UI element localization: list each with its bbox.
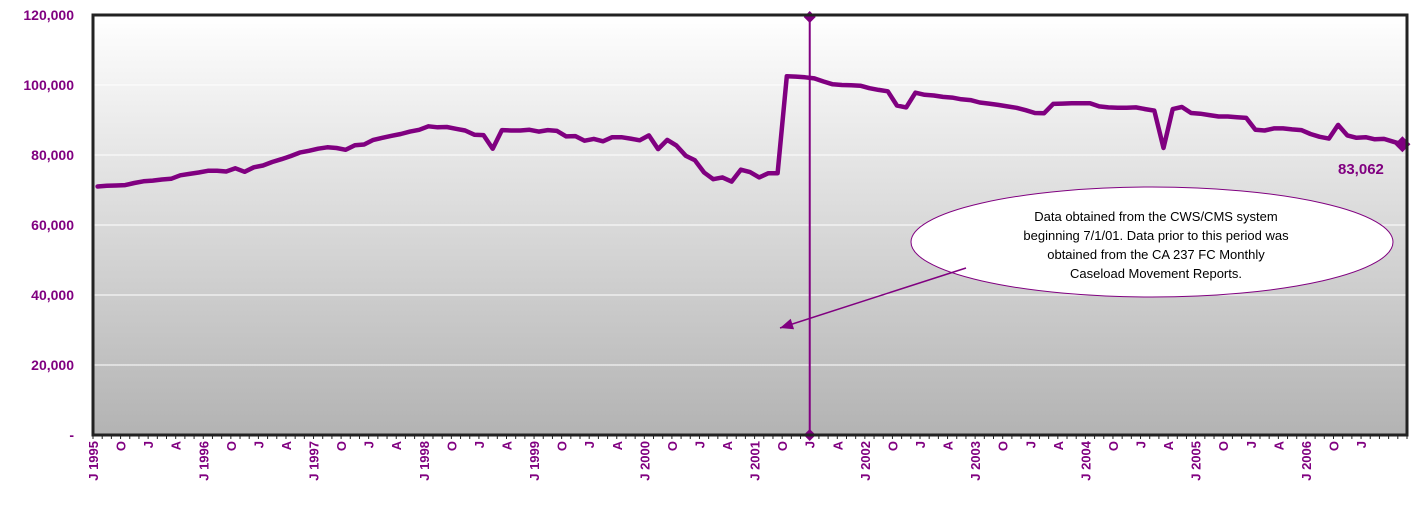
x-tick-label: J 2000 [637,441,652,481]
x-tick-label: J 1996 [196,441,211,481]
x-tick-label: J [141,441,156,448]
x-tick-label: J 1998 [417,441,432,481]
x-tick-label: O [224,441,239,451]
x-tick-label: A [499,440,514,450]
x-tick-label: J 1997 [307,441,322,481]
y-tick-label: 120,000 [23,7,74,23]
x-tick-label: O [775,441,790,451]
x-tick-label: A [941,440,956,450]
x-tick-label: J 1999 [527,441,542,481]
x-tick-label: J 2006 [1299,441,1314,481]
x-tick-label: O [885,441,900,451]
x-tick-label: J [472,441,487,448]
end-value-label: 83,062 [1338,161,1384,178]
annotation-line-4: Caseload Movement Reports. [1070,266,1242,281]
x-tick-label: J [582,441,597,448]
x-tick-label: O [1106,441,1121,451]
x-tick-label: J [251,441,266,448]
x-tick-label: J [692,441,707,448]
x-tick-label: A [830,440,845,450]
x-tick-label: O [555,441,570,451]
x-tick-label: J [1134,441,1149,448]
x-tick-label: A [169,440,184,450]
x-tick-label: A [720,440,735,450]
annotation-arrow-head [780,318,795,330]
x-tick-label: A [1161,440,1176,450]
annotation-arrow [779,267,967,329]
x-tick-label: J 2003 [968,441,983,481]
y-tick-label: 60,000 [31,217,74,233]
y-tick-label: 100,000 [23,77,74,93]
x-axis-ticks: J 1995 O J A J 1996 O J A J 1997 O J A J 1998 O J A J 19… [86,435,1408,481]
x-tick-label: A [279,440,294,450]
x-tick-label: J 2002 [858,441,873,481]
y-tick-label: 40,000 [31,287,74,303]
series-line-foster-care-caseload [95,74,1405,189]
x-tick-label: J [1244,441,1259,448]
annotation-line-3: obtained from the CA 237 FC Monthly [1047,247,1265,262]
x-tick-label: O [665,441,680,451]
x-tick-label: A [1051,440,1066,450]
x-tick-label: J 2005 [1189,441,1204,481]
x-tick-label: J [1023,441,1038,448]
x-tick-label: A [610,440,625,450]
x-tick-label: J 1995 [86,441,101,481]
plot-border [91,13,1409,437]
x-tick-label: O [114,441,129,451]
annotation-callout: Data obtained from the CWS/CMS system be… [779,186,1394,330]
annotation-ellipse [910,186,1394,298]
x-tick-label: J [803,441,818,448]
annotation-line-2: beginning 7/1/01. Data prior to this per… [1023,228,1289,243]
y-tick-label: 80,000 [31,147,74,163]
x-tick-label: O [1326,441,1341,451]
x-tick-label: O [996,441,1011,451]
x-tick-label: A [389,440,404,450]
x-tick-label: A [1271,440,1286,450]
x-tick-label: J 2004 [1078,440,1093,481]
y-tick-label: 20,000 [31,357,74,373]
x-tick-label: J 2001 [748,441,763,481]
annotation-line-1: Data obtained from the CWS/CMS system [1034,209,1277,224]
x-tick-label: O [444,441,459,451]
x-tick-label: O [1216,441,1231,451]
x-tick-label: O [334,441,349,451]
y-axis-ticks: - 20,000 40,000 60,000 80,000 100,000 120,000 [23,7,74,443]
x-tick-label: J [362,441,377,448]
y-tick-label: - [69,427,74,443]
x-tick-label: J [1354,441,1369,448]
x-tick-label: J [913,441,928,448]
